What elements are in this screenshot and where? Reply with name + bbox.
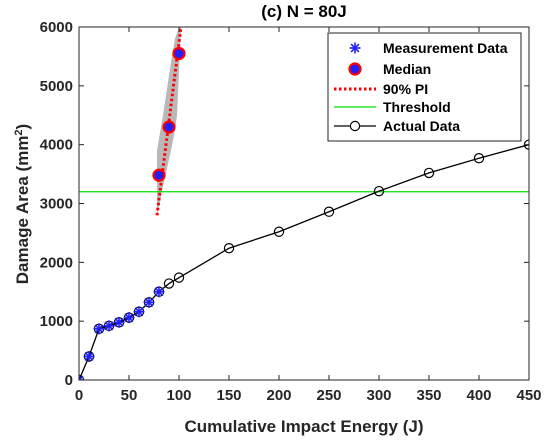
x-tick-label: 100	[166, 387, 191, 404]
asterisk-stroke	[84, 352, 94, 361]
legend: Measurement Data Median 90% PI Threshold Act…	[327, 32, 522, 142]
legend-symbol-measurement	[349, 42, 361, 54]
x-tick-label: 200	[266, 387, 291, 404]
chart-title: (c) N = 80J	[261, 2, 347, 21]
actual-data-point	[173, 272, 185, 283]
asterisk-stroke	[134, 307, 144, 317]
y-axis-label-main: Damage Area (mm	[13, 136, 32, 285]
asterisk-stroke	[94, 324, 104, 334]
pi-line	[155, 27, 183, 216]
actual-data-point	[473, 152, 485, 164]
measurement-point	[153, 286, 165, 298]
y-tick-label: 1000	[40, 313, 73, 330]
legend-entry-median: Median	[348, 61, 431, 77]
legend-label: Measurement Data	[383, 40, 508, 56]
y-tick-label: 2000	[40, 254, 73, 271]
legend-symbol-actual-marker	[349, 120, 361, 132]
actual-data-point	[373, 185, 385, 197]
asterisk-stroke	[350, 43, 360, 53]
median-point	[162, 120, 176, 134]
plot-content	[79, 27, 529, 380]
x-tick-label: 400	[466, 387, 491, 404]
actual-data-point	[223, 243, 235, 254]
y-axis-label-sup: 2	[13, 129, 25, 135]
y-tick-label: 0	[65, 372, 73, 389]
legend-label: Threshold	[383, 99, 451, 115]
measurement-point	[79, 374, 85, 380]
legend-entry-threshold: Threshold	[334, 99, 451, 115]
legend-entry-actual: Actual Data	[334, 118, 460, 134]
legend-entry-measurement: Measurement Data	[349, 40, 508, 56]
measurement-point	[93, 323, 105, 335]
x-tick-label: 350	[416, 387, 441, 404]
actual-data-point	[323, 206, 335, 217]
asterisk-stroke	[154, 287, 164, 297]
asterisk-stroke	[124, 313, 134, 323]
measurement-point	[103, 320, 115, 332]
measurement-point	[123, 312, 135, 324]
legend-symbol-median	[348, 62, 362, 76]
x-tick-label: 450	[516, 387, 541, 404]
legend-label: 90% PI	[383, 81, 428, 97]
actual-data-line	[79, 144, 529, 380]
asterisk-stroke	[144, 297, 154, 307]
actual-data-point	[273, 226, 285, 237]
actual-data-point	[423, 167, 435, 179]
legend-entry-pi: 90% PI	[334, 81, 428, 97]
x-axis-label: Cumulative Impact Energy (J)	[184, 417, 423, 436]
y-tick-label: 3000	[40, 196, 73, 213]
x-tick-label: 150	[216, 387, 241, 404]
median-point	[152, 168, 166, 182]
y-tick-label: 5000	[40, 78, 73, 95]
asterisk-stroke	[104, 321, 114, 331]
legend-box	[327, 32, 522, 142]
y-tick-label: 4000	[40, 137, 73, 154]
measurement-point	[143, 296, 155, 308]
y-axis-label-end: )	[13, 124, 32, 130]
plot-area	[79, 27, 529, 380]
actual-data-point	[163, 278, 175, 289]
legend-label: Median	[383, 61, 431, 77]
x-tick-label: 50	[121, 387, 138, 404]
median-point	[172, 46, 186, 61]
legend-label: Actual Data	[383, 118, 460, 134]
measurement-point	[113, 316, 125, 328]
y-tick-label: 6000	[40, 19, 73, 36]
asterisk-stroke	[79, 375, 84, 380]
measurement-point	[133, 306, 145, 318]
x-tick-label: 250	[316, 387, 341, 404]
asterisk-stroke	[114, 317, 124, 327]
axes: 0 50 100 150 200 250 300 350 400 450 0 1000 2000 3000…	[40, 19, 542, 404]
x-tick-label: 0	[75, 387, 83, 404]
x-tick-label: 300	[366, 387, 391, 404]
measurement-point	[83, 350, 95, 362]
y-axis-label: Damage Area (mm2)	[13, 124, 32, 284]
